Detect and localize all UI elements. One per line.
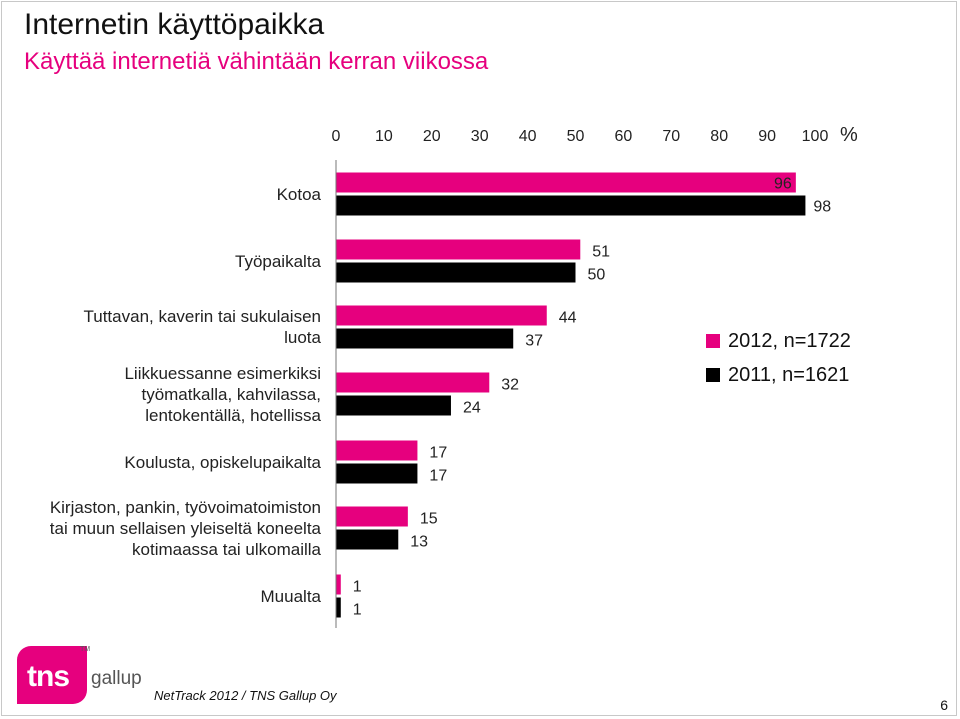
category-label-6: Muualta bbox=[0, 586, 321, 607]
page-number: 6 bbox=[940, 697, 948, 713]
source-note: NetTrack 2012 / TNS Gallup Oy bbox=[154, 688, 337, 703]
data-label-5-0: 15 bbox=[420, 511, 438, 528]
category-label-3-line-2: lentokentällä, hotellissa bbox=[145, 405, 321, 425]
category-label-0-line-0: Kotoa bbox=[276, 184, 321, 204]
data-label-5-1: 13 bbox=[410, 534, 428, 551]
category-label-2: Tuttavan, kaverin tai sukulaisen luota bbox=[0, 306, 322, 348]
logo-text: tns bbox=[27, 660, 70, 693]
category-label-2-line-0: Tuttavan, kaverin tai sukulaisen bbox=[83, 307, 322, 326]
x-tick-label-7: 70 bbox=[662, 128, 680, 145]
bar-1-0 bbox=[336, 239, 581, 260]
data-label-6-0: 1 bbox=[353, 579, 362, 596]
x-tick-label-5: 50 bbox=[567, 128, 585, 145]
bar-5-1 bbox=[336, 529, 399, 550]
page-subtitle: Käyttää internetiä vähintään kerran viik… bbox=[24, 48, 489, 75]
bar-4-0 bbox=[336, 440, 418, 461]
category-label-3: Liikkuessanne esimerkiksi työmatkalla, ka… bbox=[0, 363, 321, 426]
data-label-4-1: 17 bbox=[429, 468, 447, 485]
chart-legend: 2012, n=1722 2011, n=1621 bbox=[706, 324, 851, 392]
legend-label-2012: 2012, n=1722 bbox=[728, 329, 851, 352]
data-label-6-1: 1 bbox=[353, 602, 362, 619]
data-label-1-0: 51 bbox=[592, 244, 610, 261]
bar-3-0 bbox=[336, 372, 490, 393]
category-label-5-line-1: tai muun sellaisen yleiseltä koneelta bbox=[49, 518, 321, 538]
legend-swatch-2011 bbox=[706, 368, 720, 382]
category-label-1: Työpaikalta bbox=[0, 251, 321, 272]
category-label-3-line-0: Liikkuessanne esimerkiksi bbox=[124, 363, 321, 383]
x-tick-label-4: 40 bbox=[519, 128, 537, 145]
logo-trademark: TM bbox=[80, 646, 91, 653]
tns-gallup-logo: tns TM gallup bbox=[17, 646, 142, 706]
bar-4-1 bbox=[336, 463, 418, 484]
logo-subtext: gallup bbox=[91, 668, 142, 689]
legend-item-2012: 2012, n=1722 bbox=[706, 324, 851, 358]
bar-1-1 bbox=[336, 262, 576, 283]
logo-box: tns bbox=[17, 646, 87, 704]
page-title: Internetin käyttöpaikka bbox=[24, 8, 325, 41]
bar-2-1 bbox=[336, 328, 514, 349]
category-label-0: Kotoa bbox=[0, 184, 321, 205]
data-label-3-1: 24 bbox=[463, 400, 481, 417]
category-label-1-line-0: Työpaikalta bbox=[235, 251, 321, 271]
bar-3-1 bbox=[336, 395, 451, 416]
bar-6-0 bbox=[336, 574, 341, 595]
bar-5-0 bbox=[336, 506, 408, 527]
x-tick-label-10: 100 bbox=[802, 128, 829, 145]
category-label-5-line-2: kotimaassa tai ulkomailla bbox=[132, 539, 321, 559]
category-label-4-line-0: Koulusta, opiskelupaikalta bbox=[124, 452, 321, 472]
data-label-0-1: 98 bbox=[813, 199, 831, 216]
x-tick-label-3: 30 bbox=[471, 128, 489, 145]
category-label-5: Kirjaston, pankin, työvoimatoimiston tai … bbox=[0, 497, 321, 560]
data-label-4-0: 17 bbox=[429, 445, 447, 462]
bar-0-0 bbox=[336, 172, 796, 193]
axis-unit: % bbox=[840, 124, 858, 146]
x-tick-label-0: 0 bbox=[332, 128, 341, 145]
category-label-4: Koulusta, opiskelupaikalta bbox=[0, 452, 321, 473]
x-tick-label-6: 60 bbox=[615, 128, 633, 145]
data-label-1-1: 50 bbox=[588, 267, 606, 284]
data-label-0-0: 96 bbox=[774, 176, 792, 193]
x-tick-label-1: 10 bbox=[375, 128, 393, 145]
bar-2-0 bbox=[336, 305, 547, 326]
legend-label-2011: 2011, n=1621 bbox=[728, 363, 850, 386]
category-label-3-line-1: työmatkalla, kahvilassa, bbox=[141, 384, 321, 404]
category-label-2-line-1: luota bbox=[284, 328, 321, 347]
category-label-6-line-0: Muualta bbox=[260, 586, 321, 606]
bar-6-1 bbox=[336, 597, 341, 618]
data-label-2-0: 44 bbox=[559, 310, 577, 327]
bar-0-1 bbox=[336, 195, 806, 216]
x-tick-label-2: 20 bbox=[423, 128, 441, 145]
legend-item-2011: 2011, n=1621 bbox=[706, 358, 851, 392]
x-tick-label-9: 90 bbox=[758, 128, 776, 145]
data-label-2-1: 37 bbox=[525, 333, 543, 350]
x-tick-label-8: 80 bbox=[710, 128, 728, 145]
legend-swatch-2012 bbox=[706, 334, 720, 348]
data-label-3-0: 32 bbox=[501, 377, 519, 394]
category-label-5-line-0: Kirjaston, pankin, työvoimatoimiston bbox=[49, 497, 321, 517]
